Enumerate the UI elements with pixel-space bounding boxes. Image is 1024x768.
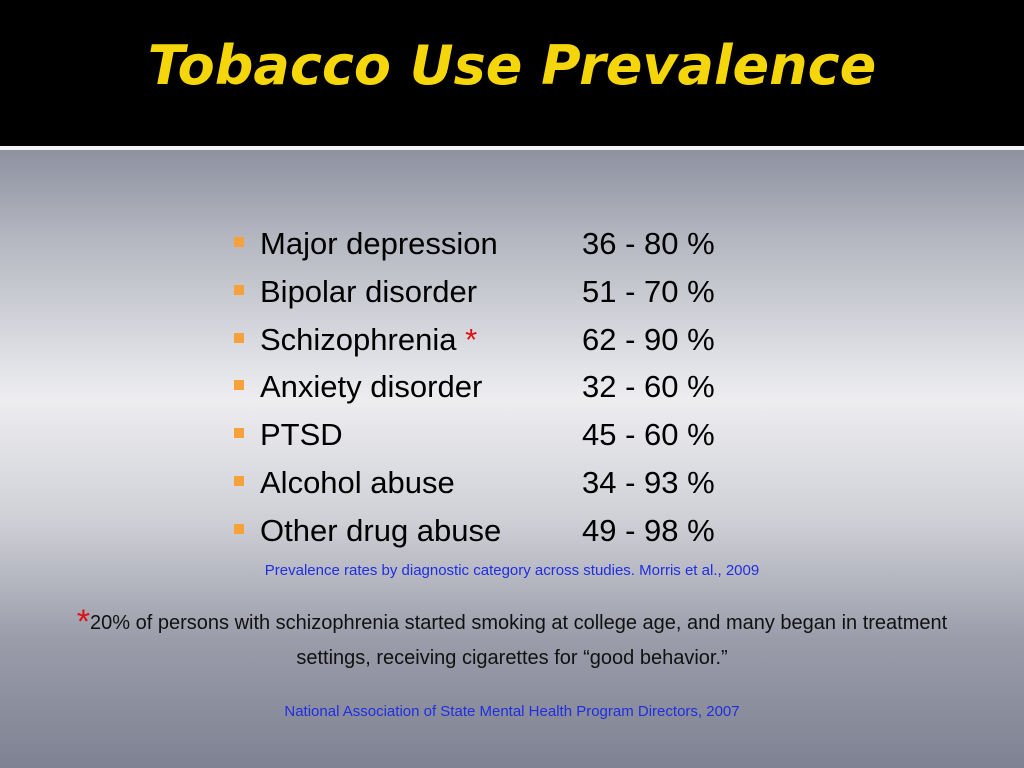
list-item: Other drug abuse 49 - 98 % [234, 507, 794, 555]
item-range: 32 - 60 % [582, 369, 715, 405]
square-bullet-icon [234, 428, 244, 439]
item-label: PTSD [260, 417, 343, 453]
square-bullet-icon [234, 523, 244, 534]
list-item: PTSD 45 - 60 % [234, 411, 794, 459]
square-bullet-icon [234, 475, 244, 486]
list-item: Schizophrenia * 62 - 90 % [234, 316, 794, 364]
citation-morris: Prevalence rates by diagnostic category … [264, 562, 760, 579]
list-item: Bipolar disorder 51 - 70 % [234, 268, 794, 316]
list-item: Major depression 36 - 80 % [234, 220, 794, 268]
item-range: 34 - 93 % [582, 464, 715, 500]
footnote-asterisk: * [76, 603, 91, 641]
item-label: Other drug abuse [260, 512, 502, 548]
square-bullet-icon [234, 380, 244, 391]
slide-title: Tobacco Use Prevalence [147, 34, 877, 97]
item-range: 51 - 70 % [582, 273, 715, 309]
prevalence-list: Major depression 36 - 80 % Bipolar disor… [234, 220, 794, 555]
item-label: Bipolar disorder [260, 273, 478, 309]
title-bar [0, 0, 1024, 146]
item-label: Schizophrenia * [260, 321, 478, 357]
item-range: 49 - 98 % [582, 512, 715, 548]
item-range: 36 - 80 % [582, 226, 715, 261]
title-divider [0, 146, 1024, 150]
square-bullet-icon [234, 237, 244, 247]
footnote-text: 20% of persons with schizophrenia starte… [90, 612, 948, 669]
square-bullet-icon [234, 284, 244, 295]
item-label: Alcohol abuse [260, 464, 455, 500]
square-bullet-icon [234, 332, 244, 343]
citation-nasmhpd: National Association of State Mental Hea… [284, 703, 740, 720]
item-range: 45 - 60 % [582, 417, 715, 453]
list-item: Anxiety disorder 32 - 60 % [234, 363, 794, 411]
list-item: Alcohol abuse 34 - 93 % [234, 459, 794, 507]
footnote: *20% of persons with schizophrenia start… [40, 603, 984, 676]
item-label: Major depression [260, 226, 498, 261]
item-range: 62 - 90 % [582, 321, 715, 357]
asterisk-marker: * [465, 321, 478, 357]
item-label: Anxiety disorder [260, 369, 483, 405]
